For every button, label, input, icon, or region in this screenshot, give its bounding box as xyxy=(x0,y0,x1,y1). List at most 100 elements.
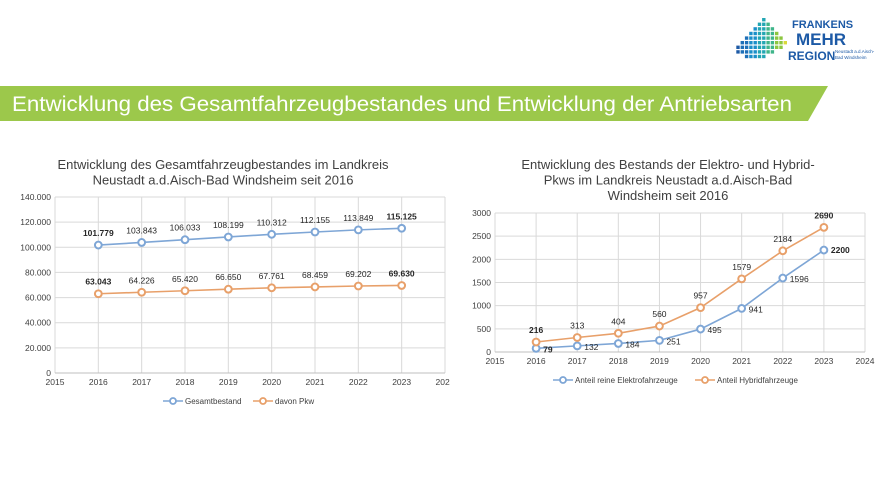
y-tick-label: 500 xyxy=(477,324,491,334)
logo-dot xyxy=(762,18,766,22)
data-label: 957 xyxy=(693,291,707,301)
logo-dot xyxy=(762,54,766,59)
logo-dot xyxy=(779,41,783,45)
data-point xyxy=(223,284,233,294)
chart-title-line: Pkws im Landkreis Neustadt a.d.Aisch-Bad xyxy=(544,173,793,188)
series-line xyxy=(536,249,825,350)
logo-dot xyxy=(775,41,779,45)
logo-dot xyxy=(736,50,740,54)
logo-dot xyxy=(757,27,762,31)
logo-dot xyxy=(762,22,766,26)
data-label: 66.650 xyxy=(215,272,241,282)
logo-dot xyxy=(779,36,783,40)
data-point xyxy=(223,232,233,242)
logo-dot xyxy=(770,41,775,45)
logo-dot xyxy=(766,50,770,54)
logo-dot xyxy=(744,41,749,45)
data-label: 64.226 xyxy=(129,275,155,285)
x-tick-label: 2020 xyxy=(691,356,710,366)
x-tick-label: 2020 xyxy=(262,377,281,387)
series-line xyxy=(98,227,402,246)
data-point xyxy=(696,303,705,313)
logo-dot xyxy=(753,54,757,59)
legend-label: Anteil reine Elektrofahrzeuge xyxy=(575,376,678,385)
data-point xyxy=(310,227,320,237)
data-label: 132 xyxy=(584,342,598,352)
data-label: 941 xyxy=(749,304,763,314)
data-point xyxy=(819,245,829,255)
logo-dot xyxy=(762,31,766,36)
data-point xyxy=(137,238,147,247)
data-label: 68.459 xyxy=(302,270,328,280)
data-point xyxy=(737,304,747,313)
data-point xyxy=(397,281,407,290)
banner-title: Entwicklung des Gesamtfahrzeugbestandes … xyxy=(12,93,792,116)
x-tick-label: 2019 xyxy=(219,377,238,387)
y-tick-label: 20.000 xyxy=(25,343,51,353)
logo-dot xyxy=(766,31,770,36)
logo-sub1: Neustadt a.d.Aisch- xyxy=(835,49,875,54)
x-tick-label: 2016 xyxy=(527,356,546,366)
logo-dot xyxy=(783,41,787,45)
y-tick-label: 80.000 xyxy=(25,267,51,277)
logo-line1: FRANKENS xyxy=(792,19,853,31)
logo-dot xyxy=(766,45,770,49)
logo-dot xyxy=(744,50,749,54)
series-line xyxy=(98,284,402,295)
logo-dot xyxy=(770,50,775,54)
x-tick-label: 2021 xyxy=(732,356,751,366)
legend-label: Anteil Hybridfahrzeuge xyxy=(717,376,798,385)
x-tick-label: 2016 xyxy=(89,377,108,387)
logo-dot xyxy=(749,50,753,54)
logo-dot xyxy=(757,36,762,40)
logo-dot xyxy=(766,41,770,45)
logo-dot xyxy=(762,45,766,49)
data-point xyxy=(397,223,407,233)
y-tick-label: 0 xyxy=(46,368,51,378)
section-banner: Entwicklung des Gesamtfahrzeugbestandes … xyxy=(0,86,828,121)
data-point xyxy=(778,273,788,283)
data-point xyxy=(655,321,664,331)
logo-dot xyxy=(740,50,744,54)
logo-dot xyxy=(757,54,762,59)
logo-dot xyxy=(762,50,766,54)
logo-dot xyxy=(753,27,757,31)
logo-dot xyxy=(762,36,766,40)
logo-dot xyxy=(762,41,766,45)
logo-dot xyxy=(749,45,753,49)
logo-dot xyxy=(757,50,762,54)
x-tick-label: 2018 xyxy=(609,356,628,366)
logo-dot xyxy=(766,36,770,40)
data-label: 313 xyxy=(570,320,584,330)
logo-dot xyxy=(749,41,753,45)
y-tick-label: 3000 xyxy=(472,208,491,218)
x-tick-label: 2019 xyxy=(650,356,669,366)
data-label: 110.312 xyxy=(257,217,287,227)
y-tick-label: 1500 xyxy=(472,278,491,288)
logo-dot xyxy=(744,45,749,49)
logo-dot xyxy=(749,36,753,40)
data-label: 69.630 xyxy=(389,268,415,278)
logo-dot xyxy=(757,45,762,49)
data-label: 2690 xyxy=(814,210,833,220)
legend-label: davon Pkw xyxy=(275,397,314,406)
logo-dot xyxy=(740,45,744,49)
logo-dot xyxy=(757,41,762,45)
data-point xyxy=(613,339,623,348)
x-tick-label: 2015 xyxy=(46,377,65,387)
legend-marker xyxy=(559,376,567,384)
data-point xyxy=(531,337,541,347)
y-tick-label: 0 xyxy=(486,347,491,357)
logo-dot xyxy=(744,54,749,59)
logo-dot xyxy=(749,31,753,36)
x-tick-label: 2015 xyxy=(486,356,505,366)
data-point xyxy=(93,289,103,299)
logo-line2: MEHR xyxy=(796,30,846,49)
logo-dot xyxy=(757,31,762,36)
x-tick-label: 2022 xyxy=(773,356,792,366)
data-label: 103.843 xyxy=(126,225,157,235)
y-tick-label: 120.000 xyxy=(20,217,51,227)
data-label: 2184 xyxy=(773,234,792,244)
logo-dot xyxy=(740,41,744,45)
x-tick-label: 2017 xyxy=(568,356,587,366)
